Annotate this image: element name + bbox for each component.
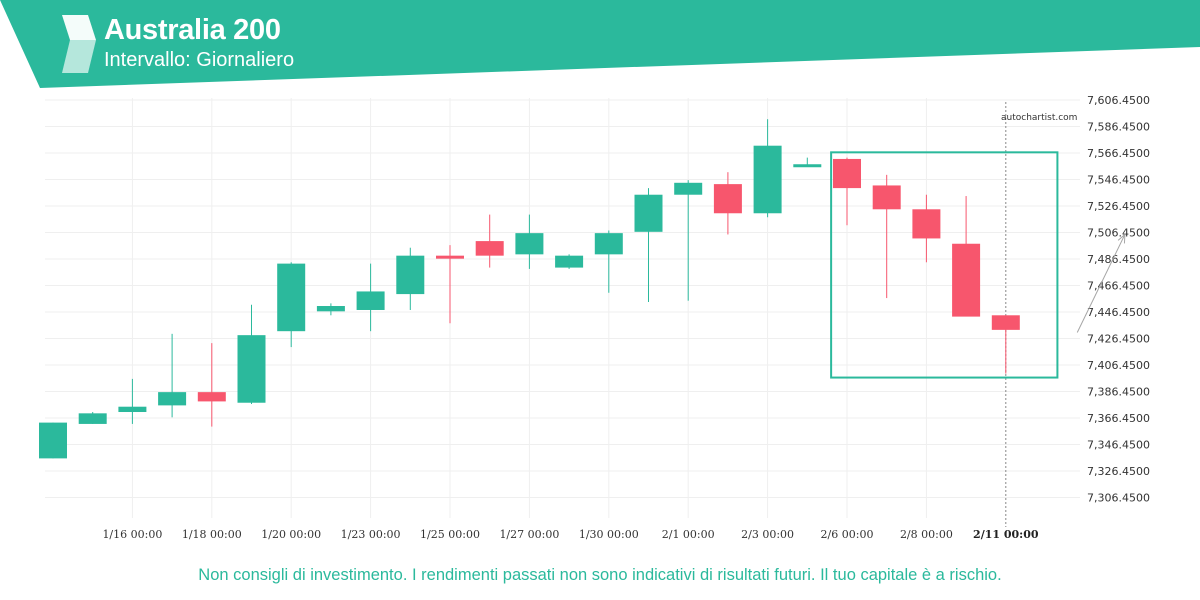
x-tick-label: 2/1 00:00 bbox=[662, 528, 715, 541]
candle-body bbox=[991, 315, 1020, 330]
y-tick-label: 7,386.4500 bbox=[1087, 386, 1150, 399]
x-tick-label: 1/25 00:00 bbox=[420, 528, 480, 541]
candle-body bbox=[594, 233, 623, 255]
x-tick-label: 1/27 00:00 bbox=[499, 528, 559, 541]
candle-bullish bbox=[793, 157, 822, 168]
y-tick-label: 7,606.4500 bbox=[1087, 94, 1150, 107]
candle-body bbox=[78, 413, 107, 424]
candle-bearish bbox=[833, 157, 861, 226]
candle-bullish bbox=[555, 254, 584, 269]
x-tick-label: 1/23 00:00 bbox=[341, 528, 401, 541]
candle-body bbox=[316, 306, 345, 312]
y-tick-label: 7,326.4500 bbox=[1087, 465, 1150, 478]
candles bbox=[39, 119, 1020, 459]
candle-body bbox=[713, 184, 742, 214]
candle-body bbox=[237, 335, 266, 403]
candle-body bbox=[118, 406, 147, 413]
candle-body bbox=[475, 241, 504, 256]
candle-body bbox=[872, 185, 901, 210]
y-tick-label: 7,486.4500 bbox=[1087, 253, 1150, 266]
candle-body bbox=[436, 255, 464, 259]
candle-body bbox=[833, 158, 861, 189]
candle-body bbox=[158, 392, 187, 406]
candle-bullish bbox=[78, 412, 107, 424]
candle-bearish bbox=[912, 194, 941, 263]
x-tick-label: 2/8 00:00 bbox=[900, 528, 953, 541]
candle-bullish bbox=[634, 188, 663, 303]
candle-body bbox=[952, 243, 981, 317]
x-tick-label: 2/11 00:00 bbox=[973, 528, 1039, 541]
candle-body bbox=[634, 194, 663, 232]
candle-bearish bbox=[713, 172, 742, 235]
x-tick-label: 2/6 00:00 bbox=[821, 528, 874, 541]
candle-bearish bbox=[991, 315, 1020, 374]
candle-bearish bbox=[197, 343, 226, 427]
instrument-title: Australia 200 bbox=[104, 14, 281, 46]
y-tick-label: 7,466.4500 bbox=[1087, 280, 1150, 293]
x-tick-label: 1/16 00:00 bbox=[102, 528, 162, 541]
y-tick-label: 7,446.4500 bbox=[1087, 306, 1150, 319]
header-banner bbox=[0, 0, 1200, 88]
candle-body bbox=[674, 182, 703, 195]
candle-bullish bbox=[753, 119, 782, 218]
candle-bearish bbox=[952, 196, 981, 317]
candle-body bbox=[277, 263, 306, 332]
candle-bullish bbox=[674, 180, 703, 301]
y-tick-label: 7,526.4500 bbox=[1087, 200, 1150, 213]
candle-body bbox=[39, 422, 67, 459]
candle-bearish bbox=[475, 214, 504, 268]
y-tick-label: 7,406.4500 bbox=[1087, 359, 1150, 372]
y-tick-label: 7,586.4500 bbox=[1087, 121, 1150, 134]
header-banner-bg bbox=[0, 0, 1200, 88]
y-tick-label: 7,346.4500 bbox=[1087, 439, 1150, 452]
candle-bullish bbox=[594, 230, 623, 293]
x-tick-label: 1/20 00:00 bbox=[261, 528, 321, 541]
x-tick-label: 1/30 00:00 bbox=[579, 528, 639, 541]
y-tick-label: 7,546.4500 bbox=[1087, 174, 1150, 187]
candle-bullish bbox=[118, 378, 147, 424]
candle-bearish bbox=[436, 245, 464, 324]
candle-body bbox=[793, 164, 822, 168]
y-tick-label: 7,506.4500 bbox=[1087, 227, 1150, 240]
y-axis: 7,306.4500 7,326.4500 7,346.4500 7,366.4500… bbox=[1087, 94, 1150, 504]
x-tick-label: 2/3 00:00 bbox=[741, 528, 794, 541]
candle-body bbox=[356, 291, 385, 310]
candle-body bbox=[555, 255, 584, 268]
y-tick-label: 7,426.4500 bbox=[1087, 333, 1150, 346]
watermark: autochartist.com bbox=[1001, 113, 1077, 123]
pattern-box bbox=[830, 151, 1059, 379]
candle-bullish bbox=[316, 303, 345, 316]
candle-body bbox=[912, 209, 941, 239]
candle-bullish bbox=[158, 333, 187, 418]
candle-bullish bbox=[515, 214, 544, 269]
candle-bullish bbox=[39, 422, 67, 459]
projection-arrowhead bbox=[1117, 233, 1126, 244]
candle-body bbox=[753, 145, 782, 214]
x-axis: 1/16 00:00 1/18 00:00 1/20 00:00 1/23 00:00… bbox=[102, 528, 1038, 541]
interval-subtitle: Intervallo: Giornaliero bbox=[104, 49, 295, 71]
y-tick-label: 7,306.4500 bbox=[1087, 492, 1150, 505]
candle-body bbox=[396, 255, 425, 295]
candle-bullish bbox=[277, 262, 306, 348]
chart-grid bbox=[45, 98, 1080, 518]
y-tick-label: 7,366.4500 bbox=[1087, 412, 1150, 425]
candle-bullish bbox=[237, 304, 266, 405]
candle-body bbox=[197, 392, 226, 402]
disclaimer: Non consigli di investimento. I rendimen… bbox=[198, 566, 1002, 584]
autochartist-logo-icon bbox=[62, 15, 96, 73]
projection-arrow bbox=[1076, 234, 1126, 333]
x-tick-label: 1/18 00:00 bbox=[182, 528, 242, 541]
candle-body bbox=[515, 233, 544, 255]
candle-bullish bbox=[356, 263, 385, 332]
y-tick-label: 7,566.4500 bbox=[1087, 147, 1150, 160]
candle-bearish bbox=[872, 174, 901, 299]
candle-bullish bbox=[396, 247, 425, 310]
